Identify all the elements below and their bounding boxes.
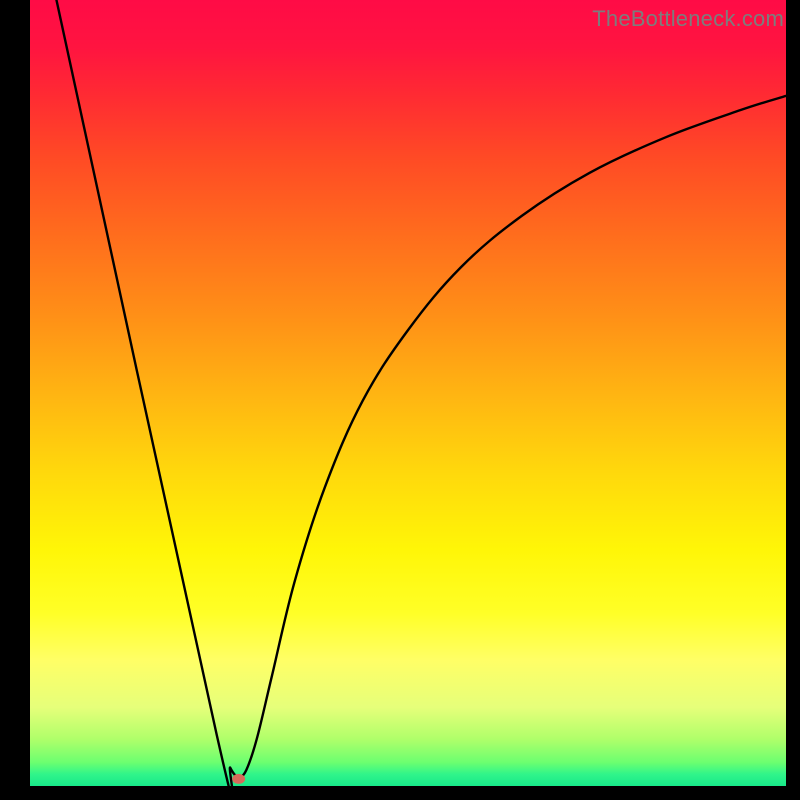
plot-area [30,0,786,786]
watermark-text: TheBottleneck.com [592,6,784,32]
stage: TheBottleneck.com [0,0,800,800]
background-gradient [30,0,786,786]
plot-svg [30,0,786,786]
minimum-marker [232,774,245,784]
